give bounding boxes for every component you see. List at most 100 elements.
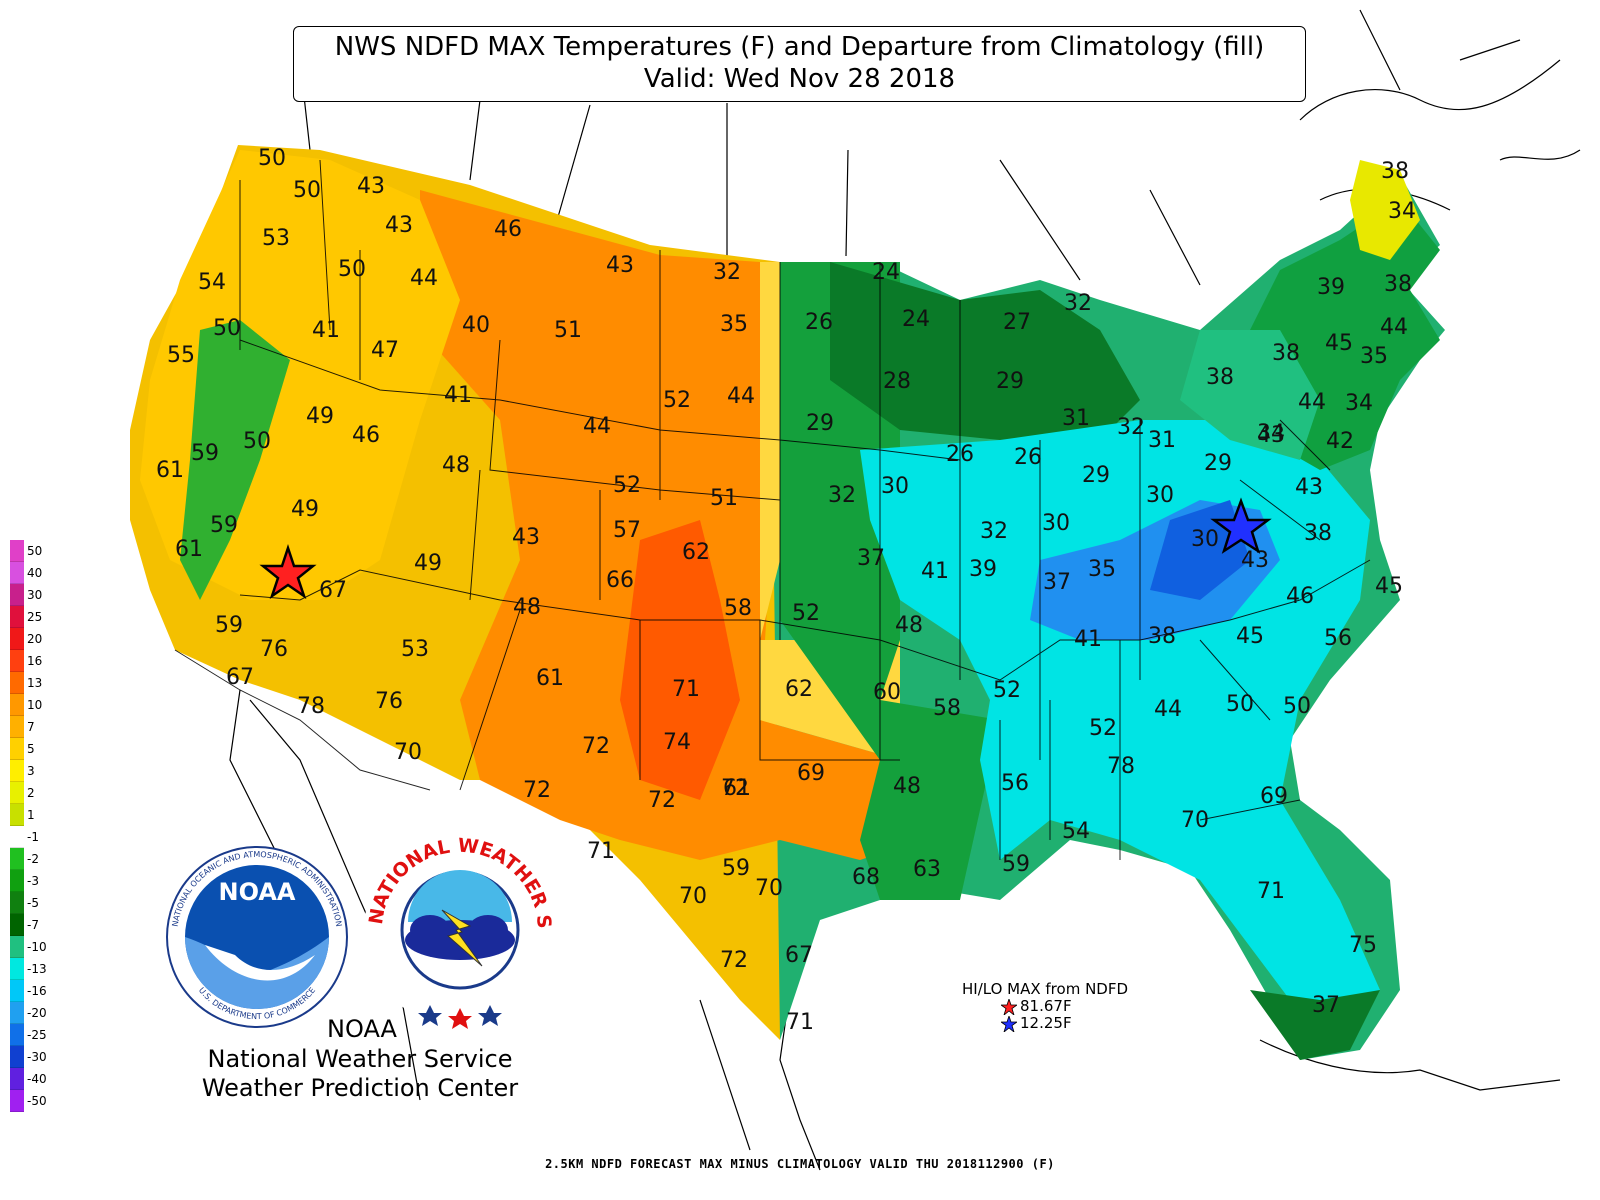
colorbar-swatch (10, 628, 24, 650)
temperature-value: 57 (613, 518, 641, 543)
title-line-1: NWS NDFD MAX Temperatures (F) and Depart… (334, 32, 1265, 62)
colorbar-swatch (10, 694, 24, 716)
temperature-value: 55 (167, 343, 195, 368)
colorbar-swatch (10, 760, 24, 782)
temperature-value: 32 (1117, 415, 1145, 440)
temperature-value: 39 (1317, 275, 1345, 300)
temperature-value: 26 (946, 442, 974, 467)
footer-caption: 2.5KM NDFD FORECAST MAX MINUS CLIMATOLOG… (545, 1157, 1055, 1171)
colorbar-swatch (10, 1046, 24, 1068)
temperature-value: 38 (1384, 272, 1412, 297)
temperature-value: 38 (1272, 341, 1300, 366)
temperature-value: 44 (410, 266, 438, 291)
temperature-value: 38 (1148, 624, 1176, 649)
credit-line-2: National Weather Service (207, 1045, 513, 1073)
colorbar-label: -20 (27, 1006, 47, 1020)
temperature-value: 70 (755, 876, 783, 901)
temperature-value: 48 (442, 453, 470, 478)
temperature-value: 52 (792, 601, 820, 626)
temperature-value: 32 (713, 260, 741, 285)
temperature-value: 58 (724, 596, 752, 621)
temperature-value: 48 (895, 613, 923, 638)
colorbar-label: 20 (27, 632, 43, 646)
temperature-value: 52 (663, 388, 691, 413)
temperature-value: 41 (921, 559, 949, 584)
colorbar-label: -2 (27, 852, 39, 866)
colorbar-label: 50 (27, 544, 43, 558)
colorbar-label: -30 (27, 1050, 47, 1064)
temperature-value: 43 (385, 213, 413, 238)
temperature-value: 69 (797, 761, 825, 786)
conus-fill (130, 145, 1445, 1060)
colorbar-label: 5 (27, 742, 35, 756)
temperature-value: 50 (338, 257, 366, 282)
temperature-value: 61 (156, 458, 184, 483)
hi-value: 81.67F (1020, 997, 1072, 1015)
colorbar-swatch (10, 650, 24, 672)
temperature-value: 41 (444, 383, 472, 408)
temperature-value: 50 (243, 429, 271, 454)
credit-line-1: NOAA (327, 1015, 397, 1043)
temperature-value: 49 (414, 551, 442, 576)
temperature-value: 59 (1002, 852, 1030, 877)
temperature-value: 62 (785, 677, 813, 702)
temperature-value: 48 (893, 774, 921, 799)
colorbar-label: 40 (27, 566, 43, 580)
credit-line-3: Weather Prediction Center (201, 1074, 519, 1102)
colorbar-label: 25 (27, 610, 43, 624)
map-title: NWS NDFD MAX Temperatures (F) and Depart… (293, 26, 1306, 102)
temperature-value: 44 (1298, 390, 1326, 415)
colorbar-swatch (10, 914, 24, 936)
temperature-value: 34 (1345, 391, 1373, 416)
colorbar-swatch (10, 826, 24, 848)
colorbar-swatch (10, 672, 24, 694)
colorbar (10, 540, 24, 1112)
temperature-value: 70 (1181, 808, 1209, 833)
temperature-value: 43 (1241, 548, 1269, 573)
colorbar-swatch (10, 716, 24, 738)
colorbar-swatch (10, 606, 24, 628)
temperature-value: 45 (1375, 574, 1403, 599)
temperature-value: 70 (394, 740, 422, 765)
temperature-value: 44 (1154, 697, 1182, 722)
temperature-value: 59 (215, 613, 243, 638)
temperature-value: 72 (720, 948, 748, 973)
temperature-value: 56 (1324, 626, 1352, 651)
lo-star (1210, 497, 1272, 554)
temperature-value: 24 (902, 307, 930, 332)
temperature-value: 51 (554, 318, 582, 343)
temperature-value: 50 (293, 178, 321, 203)
temperature-value: 72 (721, 776, 749, 801)
temperature-value: 72 (523, 778, 551, 803)
colorbar-swatch (10, 870, 24, 892)
colorbar-swatch (10, 1024, 24, 1046)
colorbar-label: -25 (27, 1028, 47, 1042)
temperature-value: 49 (306, 404, 334, 429)
colorbar-swatch (10, 804, 24, 826)
temperature-value: 24 (872, 260, 900, 285)
colorbar-label: 3 (27, 764, 35, 778)
temperature-value: 34 (1388, 199, 1416, 224)
hi-star (259, 544, 317, 600)
temperature-value: 67 (226, 665, 254, 690)
colorbar-label: -5 (27, 896, 39, 910)
temperature-value: 54 (1062, 819, 1090, 844)
temperature-value: 66 (606, 568, 634, 593)
temperature-value: 75 (1349, 933, 1377, 958)
temperature-value: 29 (806, 411, 834, 436)
temperature-value: 58 (933, 696, 961, 721)
temperature-value: 39 (969, 557, 997, 582)
temperature-value: 34 (1257, 421, 1285, 446)
temperature-value: 70 (679, 884, 707, 909)
temperature-value: 50 (213, 316, 241, 341)
colorbar-label: 1 (27, 808, 35, 822)
temperature-value: 40 (462, 313, 490, 338)
colorbar-swatch (10, 1002, 24, 1024)
temperature-value: 76 (375, 689, 403, 714)
temperature-value: 67 (785, 943, 813, 968)
temperature-value: 45 (1236, 624, 1264, 649)
temperature-value: 53 (401, 637, 429, 662)
temperature-value: 61 (723, 776, 751, 801)
temperature-value: 47 (371, 338, 399, 363)
